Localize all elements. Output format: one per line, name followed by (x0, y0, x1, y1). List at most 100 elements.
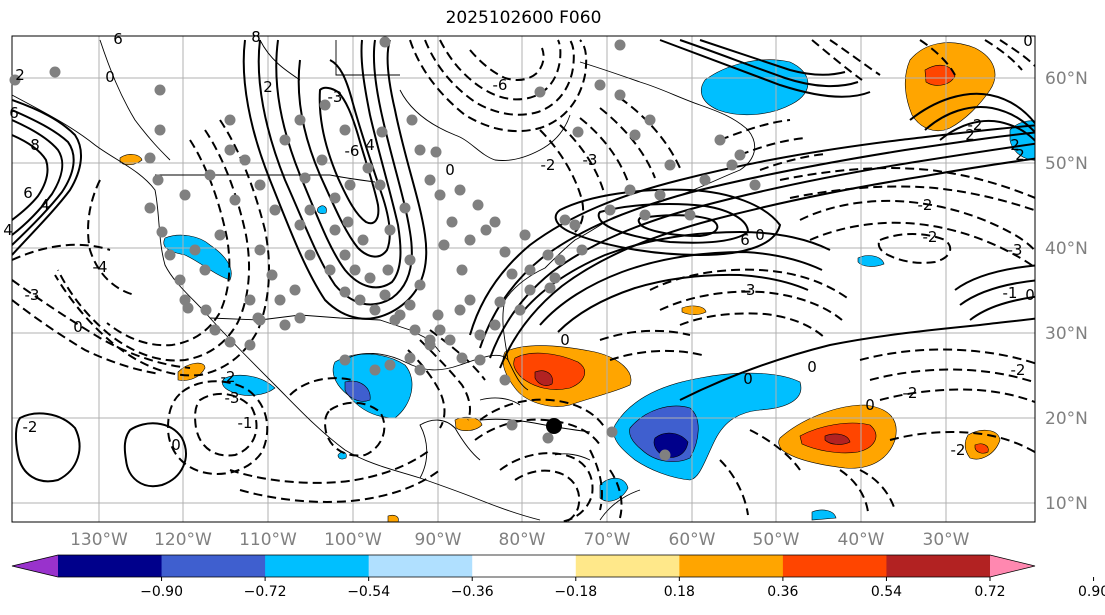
station-dot (576, 244, 588, 256)
colorbar-segment (782, 555, 887, 577)
station-dot (329, 224, 341, 236)
station-dot (144, 202, 156, 214)
colorbar-tick-label: −0.90 (140, 584, 183, 600)
station-dot (472, 199, 484, 211)
dashed-contours (12, 39, 1035, 522)
contour-label: -2 (968, 116, 983, 134)
contour-label: 2 (15, 66, 25, 84)
lat-label-10n: 10°N (1045, 494, 1088, 514)
station-dot (406, 114, 418, 126)
station-dot (200, 304, 212, 316)
station-dot (480, 224, 492, 236)
station-dot (499, 374, 511, 386)
contour-label: 0 (807, 358, 817, 376)
station-dot (424, 339, 436, 351)
station-dot (304, 204, 316, 216)
lat-label-30n: 30°N (1045, 324, 1088, 344)
station-dot (414, 364, 426, 376)
lon-label-40w: 40°W (838, 530, 885, 550)
colorbar-segment (368, 555, 473, 577)
contour-label: -3 (741, 281, 756, 299)
lon-label-90w: 90°W (415, 530, 462, 550)
station-dot (254, 314, 266, 326)
lon-label-70w: 70°W (584, 530, 631, 550)
station-dot (342, 216, 354, 228)
station-dot (629, 129, 641, 141)
station-dot (414, 144, 426, 156)
station-dot (464, 294, 476, 306)
contour-label: 0 (743, 370, 753, 388)
station-dot (299, 172, 311, 184)
contour-label: 0 (73, 318, 83, 336)
station-dot (344, 179, 356, 191)
station-dot (409, 324, 421, 336)
station-dot (659, 449, 671, 461)
station-dot (664, 159, 676, 171)
station-dot (489, 319, 501, 331)
station-dot (199, 264, 211, 276)
lon-label-30w: 30°W (923, 530, 970, 550)
station-dot (189, 244, 201, 256)
contour-label: -3 (1008, 241, 1023, 259)
contour-label: -3 (583, 151, 598, 169)
stronger-positive-east (974, 443, 989, 454)
station-dot (156, 226, 168, 238)
colorbar-tick-label: −0.72 (244, 584, 287, 600)
station-dot (569, 219, 581, 231)
station-dot (244, 294, 256, 306)
station-dot (726, 159, 738, 171)
station-dot (376, 126, 388, 138)
station-dot (714, 134, 726, 146)
strongest-positive-florida (534, 370, 553, 386)
contour-label: 0 (105, 68, 115, 86)
station-dot (279, 134, 291, 146)
station-dot (404, 352, 416, 364)
station-dot (514, 304, 526, 316)
contour-label: 4 (365, 136, 375, 154)
station-dot (357, 234, 369, 246)
station-dot (454, 304, 466, 316)
contour-label: 2 (263, 78, 273, 96)
map-title: 2025102600 F060 (445, 8, 602, 28)
colorbar-segment (472, 555, 577, 577)
lon-label-130w: 130°W (70, 530, 128, 550)
station-dot (152, 174, 164, 186)
station-dot (699, 174, 711, 186)
station-dot (604, 204, 616, 216)
latitude-axis: 60°N 50°N 40°N 30°N 20°N 10°N (1045, 69, 1088, 514)
station-dot (438, 239, 450, 251)
station-dot (269, 204, 281, 216)
lat-label-60n: 60°N (1045, 69, 1088, 89)
colorbar-segment (58, 555, 163, 577)
station-dot (542, 432, 554, 444)
station-dot (489, 216, 501, 228)
station-dot (614, 39, 626, 51)
station-dot (154, 124, 166, 136)
negative-anomaly-labrador (700, 59, 809, 116)
colorbar-tick-label: 0.18 (664, 584, 695, 600)
station-dot (684, 209, 696, 221)
station-dot (519, 229, 531, 241)
lon-label-110w: 110°W (239, 530, 297, 550)
station-dot (474, 329, 486, 341)
strongest-positive-atlantic (824, 433, 851, 445)
station-dot (432, 309, 444, 321)
station-dot (354, 294, 366, 306)
contour-label: -2 (1011, 361, 1026, 379)
colorbar-segment (679, 555, 784, 577)
station-dot (224, 114, 236, 126)
station-dot (174, 274, 186, 286)
station-dot (214, 229, 226, 241)
colorbar-segment (161, 555, 266, 577)
contour-label: 0 (1025, 286, 1035, 304)
colorbar-tick-label: −0.18 (554, 584, 597, 600)
stronger-positive-florida (513, 352, 585, 390)
contour-label: 2 (965, 126, 975, 144)
colorbar-tick-label: 0.72 (974, 584, 1005, 600)
plot-frame (11, 35, 1036, 523)
contour-label: 6 (740, 231, 750, 249)
lat-label-40n: 40°N (1045, 239, 1088, 259)
station-dot (639, 209, 651, 221)
contour-label: -2 (903, 384, 918, 402)
